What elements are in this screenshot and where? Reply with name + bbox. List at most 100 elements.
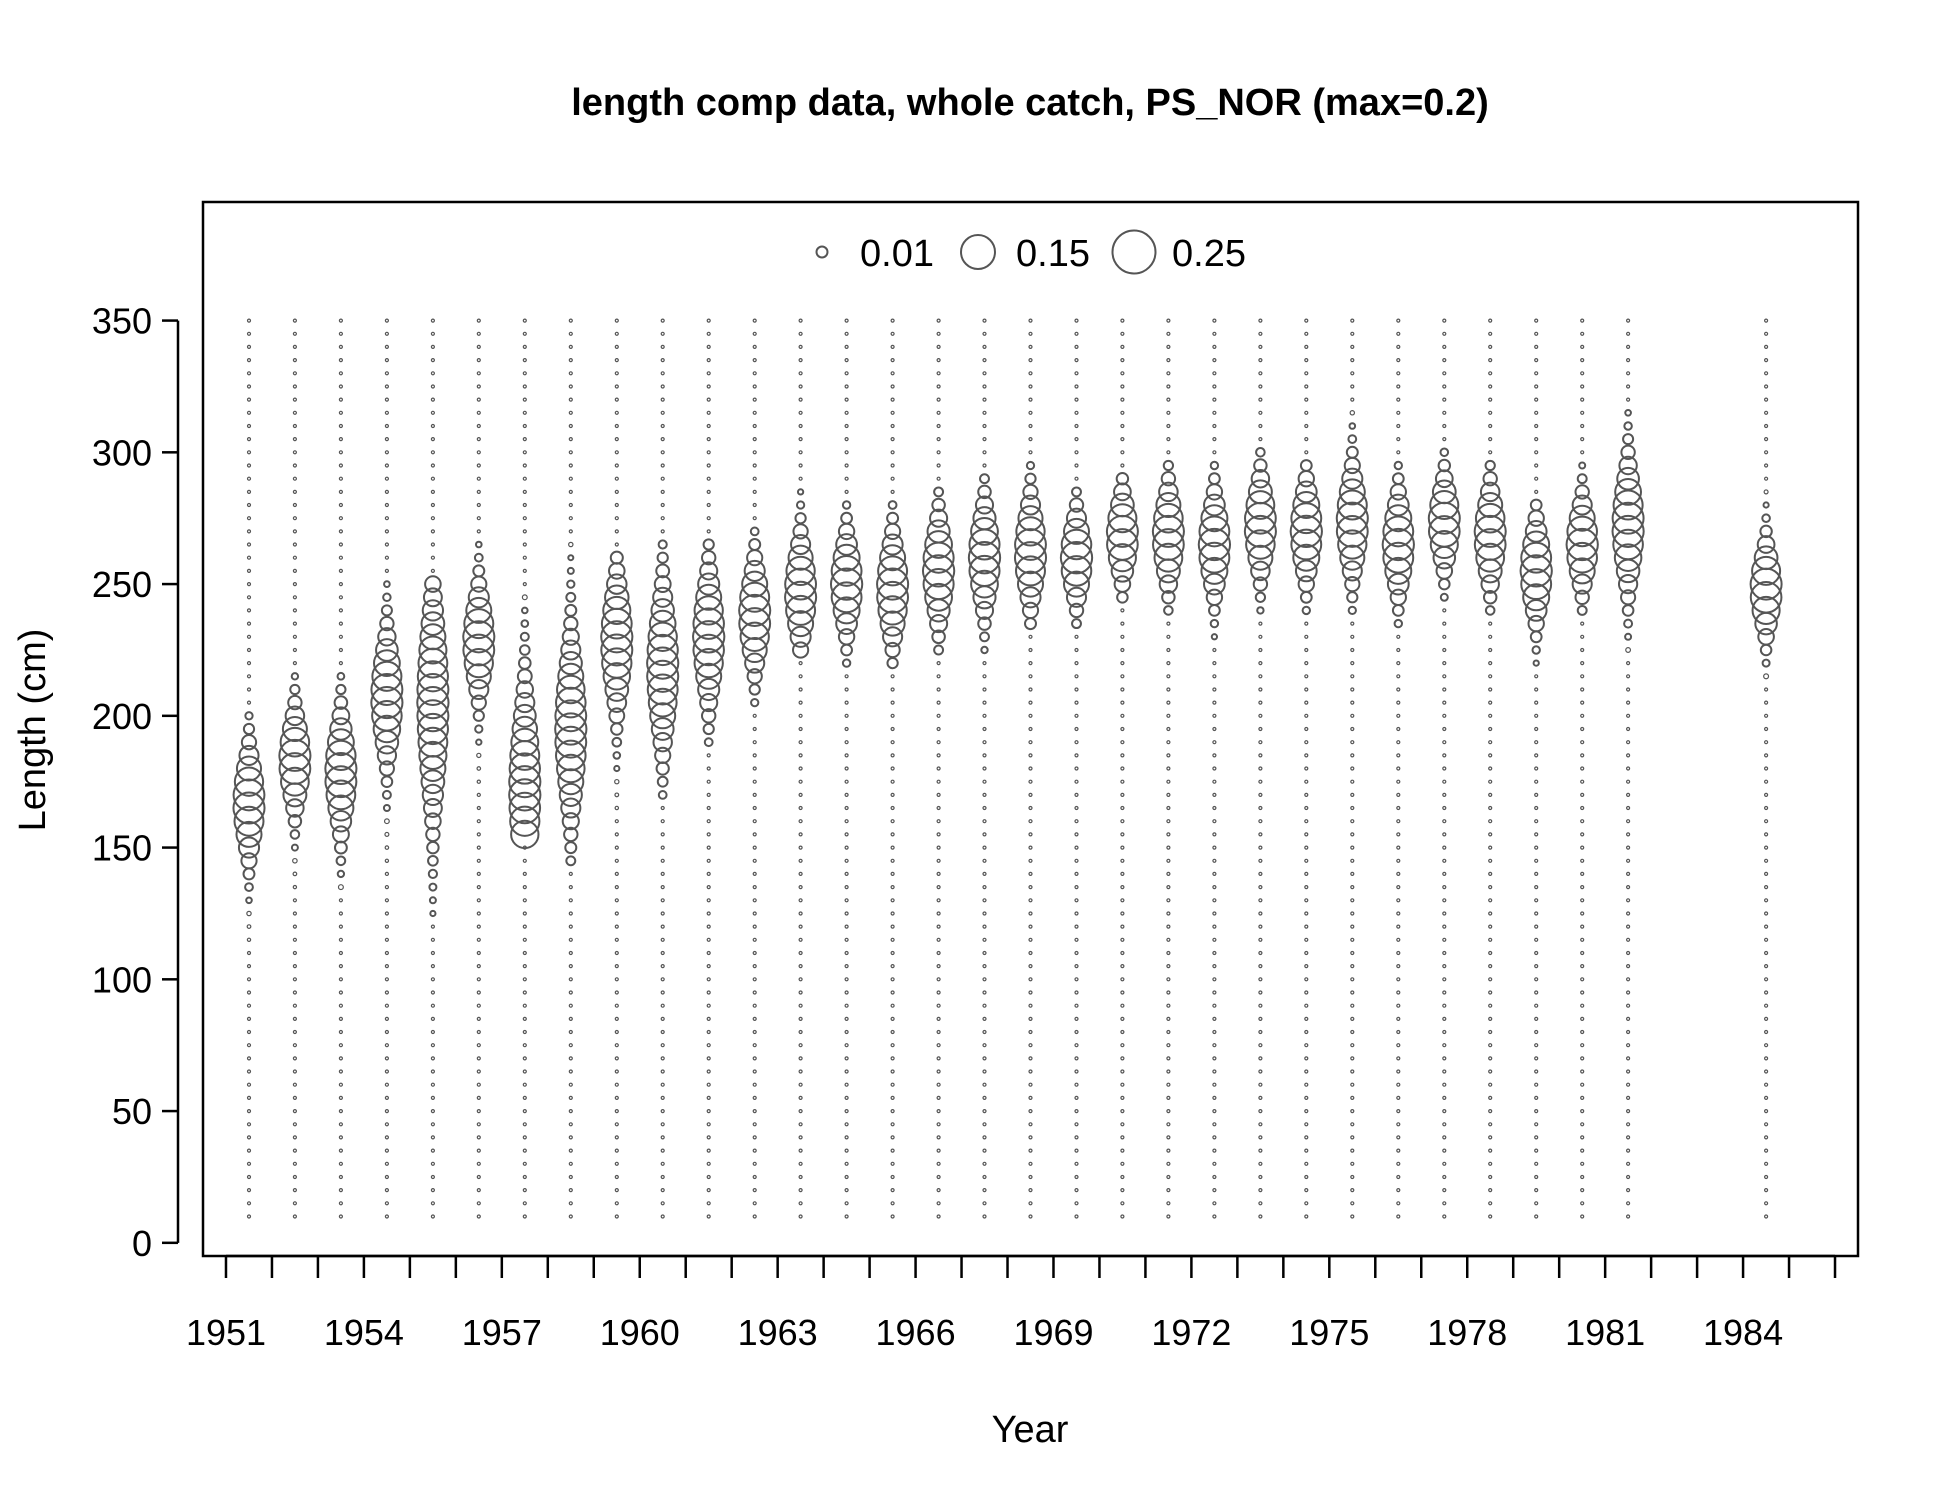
year-column [1749, 318, 1783, 1219]
bubble [614, 423, 619, 429]
bubble [1580, 437, 1585, 442]
bubble [1580, 805, 1585, 811]
bubble [522, 1122, 527, 1127]
bubble [798, 963, 803, 969]
bubble [462, 633, 496, 667]
bubble [1580, 700, 1585, 705]
bubble [1442, 963, 1447, 969]
bubble [1120, 384, 1125, 389]
bubble [522, 911, 527, 916]
bubble [982, 358, 987, 363]
bubble [979, 473, 990, 485]
bubble [1304, 700, 1309, 705]
bubble [1304, 924, 1309, 929]
bubble [652, 586, 674, 608]
bubble [1488, 437, 1493, 442]
bubble [1350, 766, 1355, 771]
bubble [614, 1135, 619, 1140]
bubble [568, 1135, 573, 1140]
bubble [338, 358, 343, 363]
bubble [568, 911, 573, 916]
bubble [752, 832, 757, 837]
bubble [522, 423, 527, 429]
bubble [1396, 753, 1401, 758]
bubble [752, 963, 757, 969]
bubble [1566, 515, 1598, 548]
bubble [649, 702, 677, 730]
bubble [1580, 753, 1585, 758]
bubble [1534, 805, 1539, 811]
bubble [1580, 832, 1585, 837]
bubble [1442, 371, 1447, 376]
bubble [1580, 397, 1585, 402]
bubble [1623, 618, 1634, 629]
bubble [1625, 1082, 1631, 1087]
bubble [1759, 524, 1773, 539]
bubble [936, 450, 941, 455]
bubble [1166, 384, 1171, 389]
bubble [1074, 1214, 1079, 1219]
bubble [1120, 1069, 1125, 1074]
bubble [1212, 990, 1217, 995]
bubble [1074, 1161, 1079, 1166]
bubble [1488, 700, 1493, 705]
bubble [784, 567, 818, 601]
bubble [1120, 1056, 1125, 1061]
bubble [1580, 1122, 1585, 1127]
bubble [338, 542, 343, 547]
bubble [430, 1016, 435, 1022]
bubble [890, 884, 895, 890]
bubble [472, 709, 485, 722]
bubble [463, 647, 494, 679]
bubble [1120, 331, 1125, 336]
bubble [614, 1056, 619, 1061]
bubble [844, 832, 849, 837]
bubble [1442, 1187, 1447, 1193]
bubble [982, 753, 987, 758]
bubble [798, 766, 803, 771]
bubble [655, 563, 671, 579]
bubble [1212, 845, 1217, 850]
bubble [1580, 621, 1585, 626]
bubble [890, 687, 895, 692]
bubble [1534, 1187, 1539, 1193]
bubble [982, 371, 987, 376]
bubble [890, 911, 895, 916]
bubble [1120, 884, 1125, 890]
bubble [1059, 541, 1094, 575]
bubble [886, 511, 900, 525]
bubble [660, 1056, 665, 1061]
bubble [421, 599, 445, 622]
bubble [1534, 1201, 1539, 1206]
bubble [337, 884, 344, 891]
bubble [1534, 344, 1539, 349]
bubble [1212, 450, 1217, 455]
bubble [1338, 478, 1366, 506]
bubble [554, 712, 588, 746]
bubble [936, 1016, 941, 1022]
bubble [246, 423, 252, 429]
bubble [1166, 450, 1171, 455]
bubble [614, 437, 619, 442]
bubble [338, 397, 343, 402]
bubble [844, 871, 849, 877]
bubble [476, 1029, 481, 1035]
bubble [1074, 384, 1079, 389]
bubble [844, 318, 849, 323]
bubble [660, 924, 665, 929]
bubble [1527, 509, 1545, 527]
bubble [1488, 423, 1493, 429]
bubble [327, 794, 355, 822]
bubble [1212, 924, 1217, 929]
bubble [1074, 700, 1079, 705]
bubble [752, 344, 757, 349]
bubble [564, 603, 578, 617]
bubble [1166, 1003, 1171, 1008]
bubble [1304, 318, 1309, 323]
bubble [798, 753, 803, 758]
bubble [657, 790, 668, 800]
bubble [798, 845, 803, 850]
bubble [844, 1108, 849, 1114]
bubble [1763, 858, 1769, 863]
bubble [1028, 423, 1033, 429]
